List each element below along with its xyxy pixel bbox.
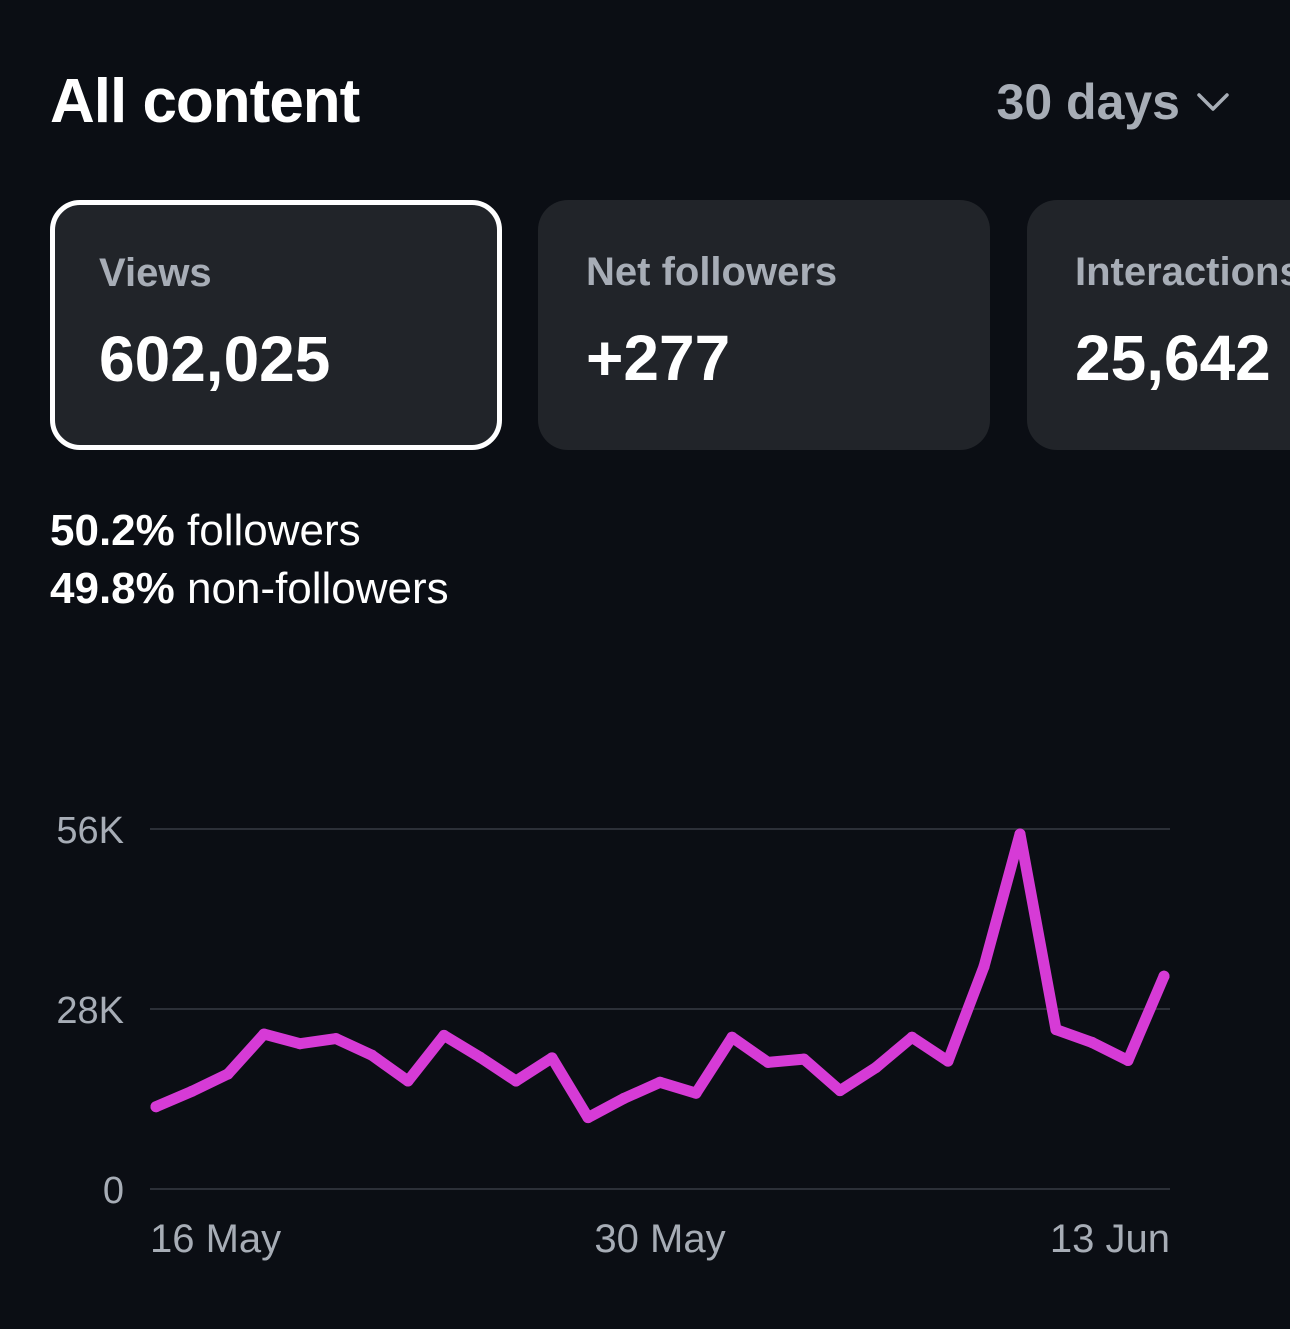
metric-card-views[interactable]: Views 602,025 — [50, 200, 502, 450]
data-point — [366, 1049, 378, 1061]
y-tick-label: 56K — [56, 810, 124, 852]
data-point — [798, 1053, 810, 1065]
metric-card-value: 25,642 — [1075, 322, 1271, 394]
data-point — [726, 1031, 738, 1043]
data-point — [582, 1112, 594, 1124]
views-series-line — [150, 828, 1170, 1124]
data-point — [1158, 970, 1170, 982]
followers-share-percent: 50.2% — [50, 506, 175, 555]
followers-share-label: followers — [187, 506, 361, 555]
page-title: All content — [50, 67, 360, 136]
date-range-label: 30 days — [996, 74, 1180, 130]
date-range-dropdown[interactable]: 30 days — [997, 62, 1230, 142]
metric-card-value: +277 — [586, 322, 731, 394]
audience-breakdown: 50.2% followers 49.8% non-followers — [50, 502, 449, 618]
y-tick-label: 28K — [56, 990, 124, 1032]
data-point — [1086, 1036, 1098, 1048]
metric-card-net-followers[interactable]: Net followers +277 — [538, 200, 990, 450]
metric-card-label: Views — [99, 251, 212, 295]
data-point — [906, 1031, 918, 1043]
data-point — [762, 1056, 774, 1068]
y-tick-label: 0 — [103, 1170, 124, 1212]
data-point — [222, 1068, 234, 1080]
header: All content 30 days — [50, 62, 1230, 142]
data-point — [942, 1055, 954, 1067]
non-followers-share: 49.8% non-followers — [50, 560, 449, 618]
data-point — [474, 1051, 486, 1063]
data-point — [834, 1085, 846, 1097]
x-tick-label: 16 May — [150, 1217, 281, 1261]
data-point — [690, 1087, 702, 1099]
metric-card-interactions[interactable]: Interactions 25,642 — [1027, 200, 1290, 450]
metric-card-value: 602,025 — [99, 323, 331, 395]
non-followers-share-percent: 49.8% — [50, 564, 175, 613]
data-point — [870, 1062, 882, 1073]
metric-card-label: Net followers — [586, 250, 838, 294]
data-point — [438, 1029, 450, 1041]
data-point — [1050, 1024, 1062, 1036]
data-point — [186, 1085, 198, 1097]
data-point — [1014, 828, 1026, 840]
x-tick-label: 30 May — [594, 1217, 725, 1261]
data-point — [258, 1028, 270, 1040]
followers-share: 50.2% followers — [50, 502, 449, 560]
data-point — [330, 1033, 342, 1045]
data-point — [402, 1075, 414, 1087]
data-point — [294, 1038, 306, 1050]
data-point — [150, 1101, 162, 1113]
data-point — [654, 1076, 666, 1088]
data-point — [510, 1075, 522, 1087]
metric-card-label: Interactions — [1075, 250, 1290, 294]
data-point — [1122, 1054, 1134, 1066]
metric-cards: Views 602,025 Net followers +277 Interac… — [0, 200, 1290, 452]
data-point — [618, 1092, 630, 1104]
chevron-down-icon — [1197, 93, 1229, 111]
non-followers-share-label: non-followers — [187, 564, 449, 613]
data-point — [546, 1052, 558, 1064]
x-tick-label: 13 Jun — [1050, 1217, 1170, 1261]
views-line-chart: 0 28K 56K 16 May 30 May 13 Jun — [56, 810, 1170, 1261]
data-point — [978, 961, 990, 973]
